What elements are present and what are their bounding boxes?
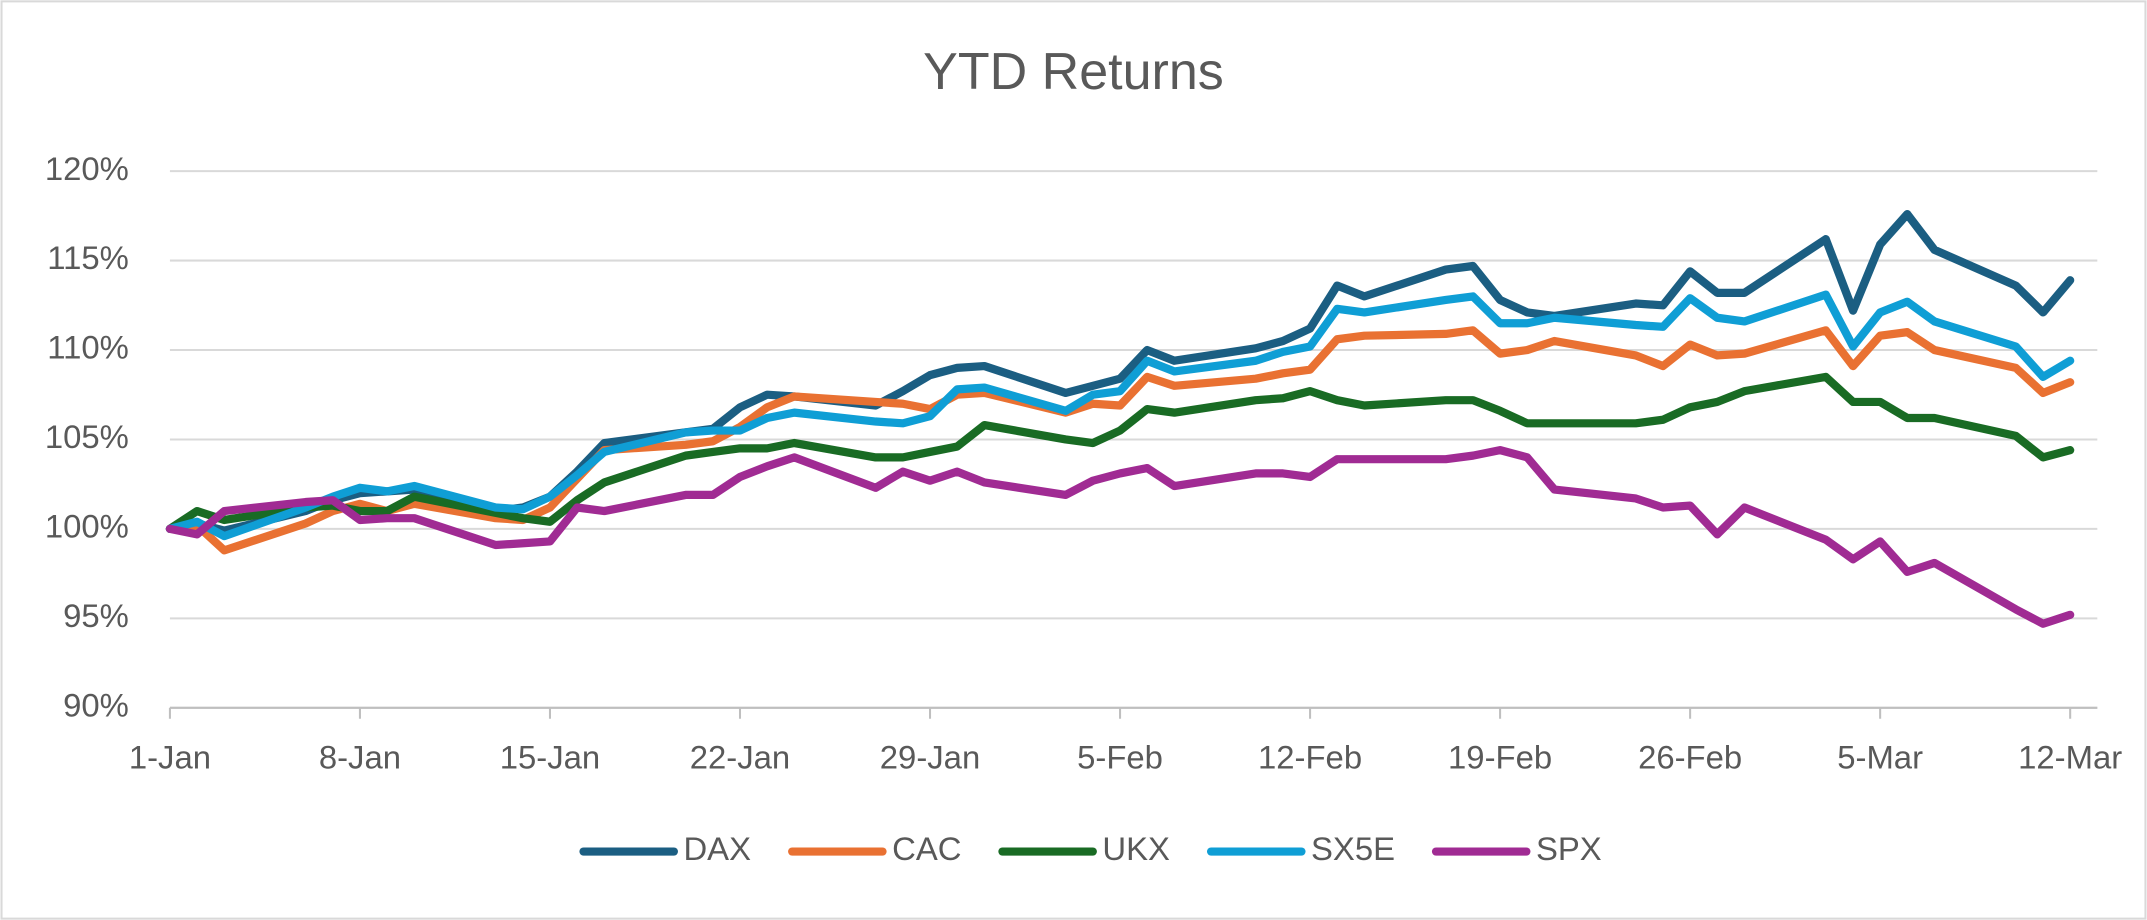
y-tick-label: 90% [63,686,129,723]
series-line [165,446,2075,628]
y-tick-label: 115% [47,239,129,276]
x-tick-label: 8-Jan [319,738,401,775]
legend-item: DAX [579,830,751,867]
legend-label: CAC [892,830,961,867]
x-tick-label: 1-Jan [129,738,211,775]
legend-item: UKX [998,830,1170,867]
y-tick-label: 95% [63,597,129,634]
x-tick-label: 12-Mar [2018,738,2122,775]
x-tick-label: 15-Jan [500,738,600,775]
x-tick-label: 5-Mar [1837,738,1923,775]
legend-item: SX5E [1206,830,1395,867]
x-tick-label: 5-Feb [1077,738,1163,775]
legend-label: UKX [1102,830,1170,867]
series-line [165,372,2075,533]
x-tick-label: 22-Jan [690,738,790,775]
y-tick-label: 120% [45,150,129,187]
chart-title: YTD Returns [923,43,1224,101]
x-tick-label: 26-Feb [1638,738,1742,775]
x-tick-label: 12-Feb [1258,738,1362,775]
x-tick-label: 29-Jan [880,738,980,775]
series-line [165,290,2075,541]
y-tick-label: 100% [45,508,129,545]
legend-label: SPX [1536,830,1602,867]
y-tick-label: 110% [47,329,129,366]
y-tick-label: 105% [45,418,129,455]
legend-label: DAX [683,830,751,867]
legend-label: SX5E [1311,830,1395,867]
legend-item: CAC [788,830,961,867]
legend-item: SPX [1431,830,1602,867]
x-tick-label: 19-Feb [1448,738,1552,775]
